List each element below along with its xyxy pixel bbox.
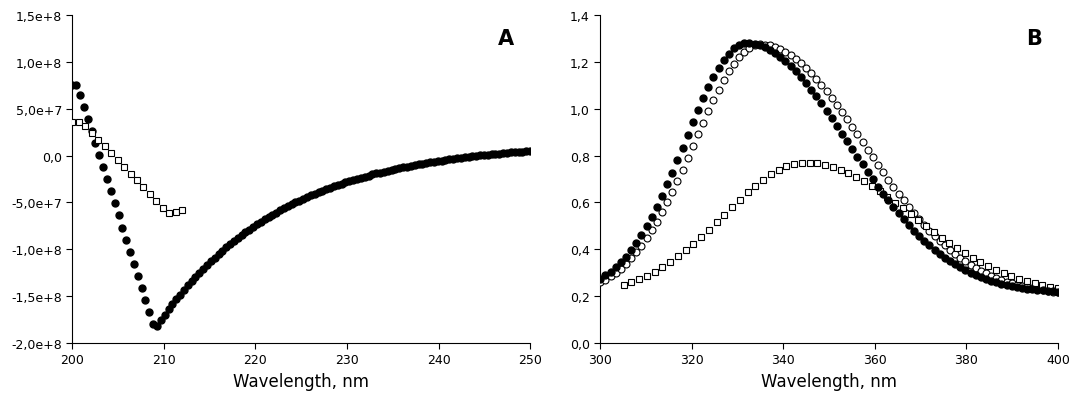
X-axis label: Wavelength, nm: Wavelength, nm [761, 372, 897, 390]
Text: B: B [1026, 29, 1042, 49]
Text: A: A [498, 29, 515, 49]
X-axis label: Wavelength, nm: Wavelength, nm [233, 372, 370, 390]
